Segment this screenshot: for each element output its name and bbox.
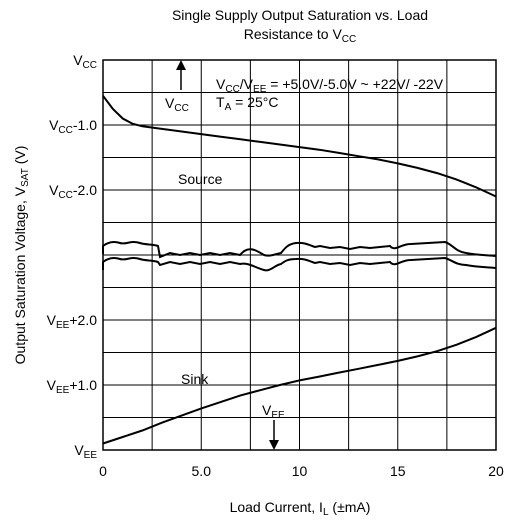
y-tick-label: VCC-2.0 bbox=[49, 182, 97, 201]
y-tick-label: VCC bbox=[73, 52, 97, 71]
x-tick-label: 5.0 bbox=[192, 463, 212, 479]
series-line-source bbox=[102, 95, 497, 198]
x-tick-label: 15 bbox=[390, 463, 406, 479]
axis-break-top-edge bbox=[102, 240, 497, 259]
sink-label: Sink bbox=[181, 371, 209, 387]
chart-title-line1: Single Supply Output Saturation vs. Load bbox=[172, 7, 428, 23]
x-tick-labels: 0 5.0 10 15 20 bbox=[99, 463, 504, 479]
vcc-arrow-head bbox=[176, 60, 186, 70]
vee-arrow-head bbox=[269, 440, 279, 450]
axis-break bbox=[102, 240, 497, 272]
series-line-sink bbox=[102, 326, 497, 445]
y-tick-label: VEE+1.0 bbox=[47, 377, 98, 396]
grid bbox=[102, 59, 497, 451]
x-tick-label: 10 bbox=[292, 463, 308, 479]
y-tick-labels: VEE VEE+1.0 VEE+2.0 VCC-2.0 VCC-1.0 VCC bbox=[47, 52, 98, 461]
vcc-arrow-label: VCC bbox=[165, 95, 189, 114]
chart-title-line2: Resistance to VCC bbox=[244, 26, 357, 45]
x-axis-title: Load Current, IL (±mA) bbox=[230, 499, 371, 518]
x-tick-label: 20 bbox=[488, 463, 504, 479]
supply-condition: VCC/VEE = +5.0V/-5.0V ~ +22V/ -22V bbox=[216, 76, 444, 95]
y-tick-label: VCC-1.0 bbox=[49, 117, 97, 136]
temperature-condition: TA = 25°C bbox=[216, 94, 278, 113]
y-tick-label: VEE bbox=[74, 442, 97, 461]
source-label: Source bbox=[178, 171, 223, 187]
axis-break-bottom-edge bbox=[102, 256, 497, 272]
y-tick-label: VEE+2.0 bbox=[47, 312, 98, 331]
y-axis-title: Output Saturation Voltage, VSAT (V) bbox=[12, 146, 31, 365]
x-tick-label: 0 bbox=[99, 463, 107, 479]
vee-arrow-label: VEE bbox=[262, 402, 285, 421]
series-group bbox=[102, 95, 497, 445]
